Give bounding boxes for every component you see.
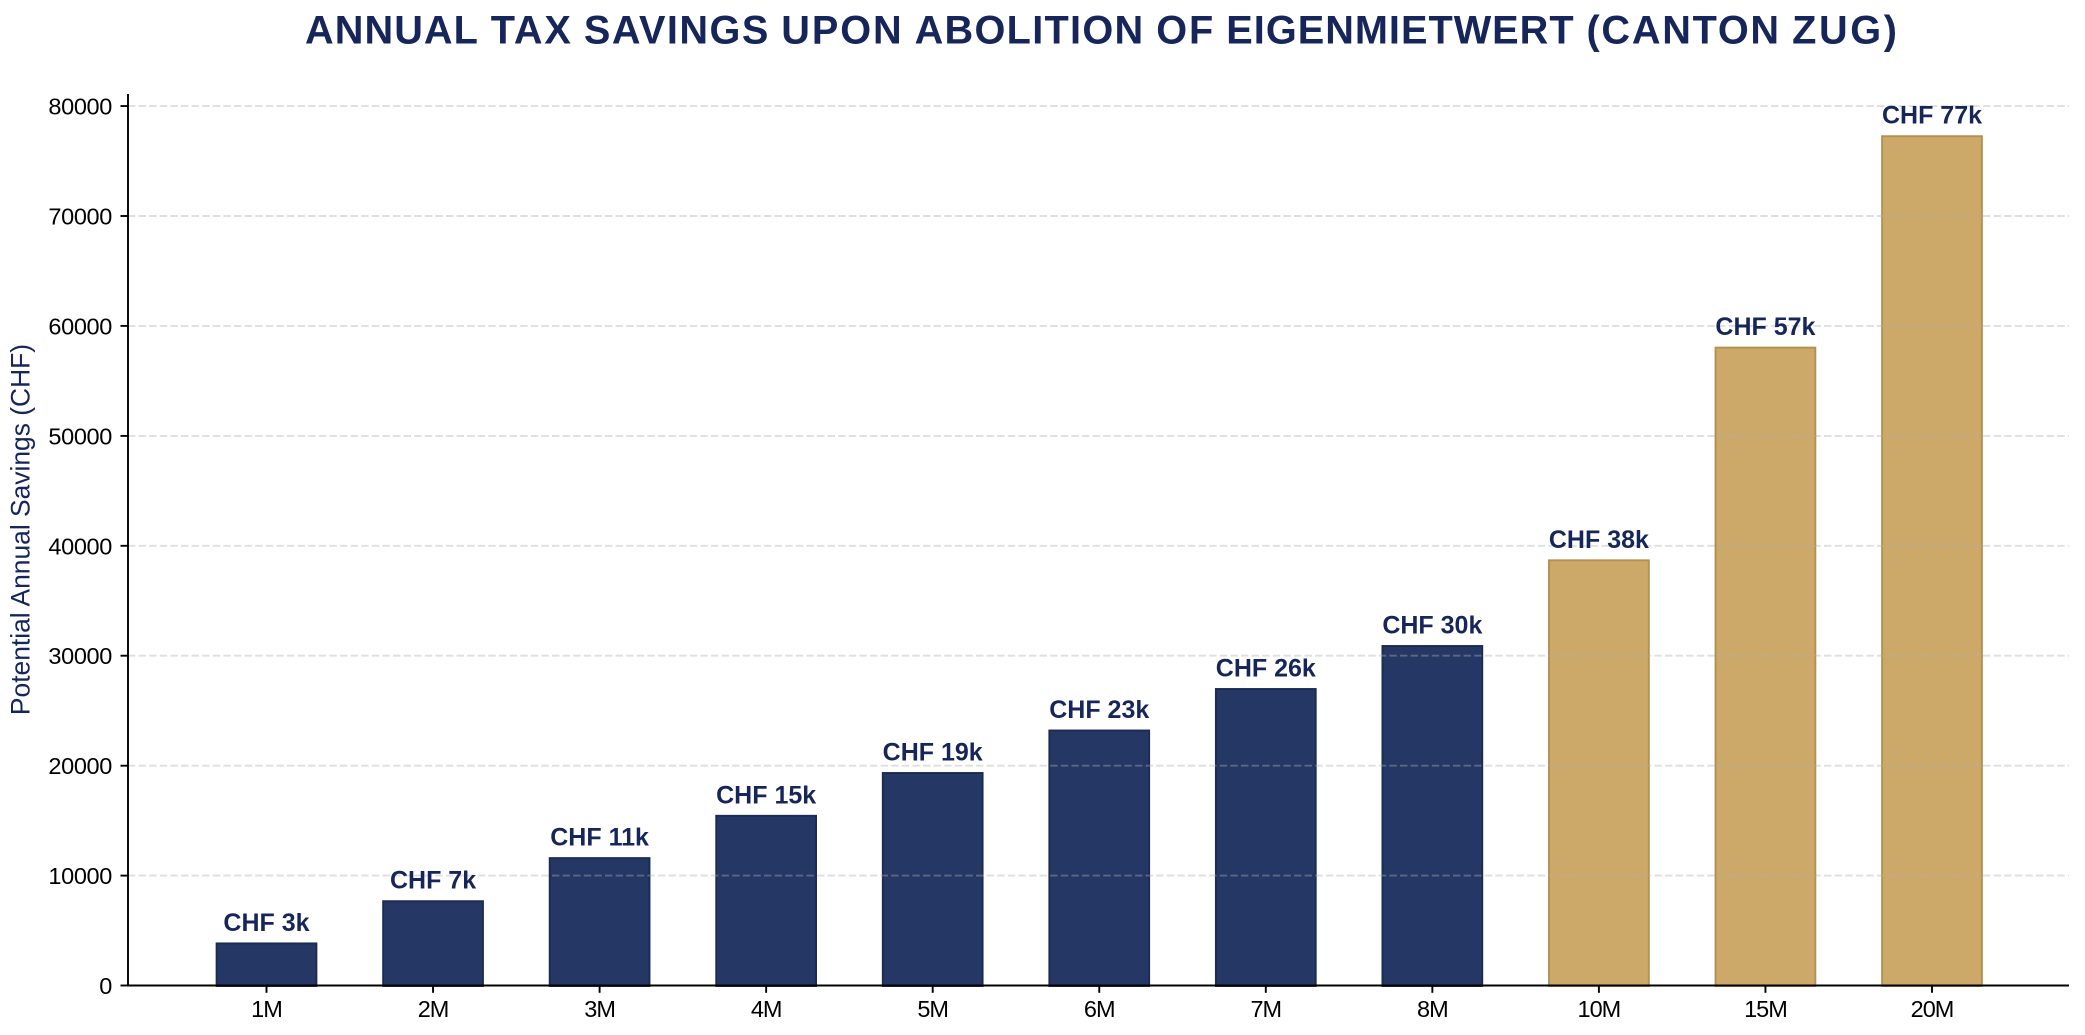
svg-text:4M: 4M — [751, 996, 782, 1022]
svg-text:50000: 50000 — [48, 423, 112, 449]
svg-text:5M: 5M — [917, 996, 948, 1022]
svg-text:CHF 23k: CHF 23k — [1049, 696, 1149, 724]
svg-text:UPON: UPON — [781, 9, 901, 53]
svg-text:(CANTON: (CANTON — [1587, 9, 1780, 53]
svg-text:20M: 20M — [1911, 996, 1954, 1022]
svg-text:40000: 40000 — [48, 533, 112, 559]
svg-text:10M: 10M — [1578, 996, 1621, 1022]
svg-text:1M: 1M — [251, 996, 282, 1022]
svg-text:6M: 6M — [1084, 996, 1115, 1022]
svg-text:EIGENMIETWERT: EIGENMIETWERT — [1226, 9, 1573, 53]
svg-text:SAVINGS: SAVINGS — [584, 9, 768, 53]
svg-text:CHF 77k: CHF 77k — [1882, 102, 1982, 130]
svg-text:ABOLITION: ABOLITION — [915, 9, 1144, 53]
svg-text:7M: 7M — [1250, 996, 1281, 1022]
svg-text:2M: 2M — [418, 996, 449, 1022]
svg-text:CHF 38k: CHF 38k — [1549, 526, 1649, 554]
svg-text:10000: 10000 — [48, 863, 112, 889]
svg-text:CHF 3k: CHF 3k — [223, 909, 309, 937]
svg-text:CHF 15k: CHF 15k — [716, 781, 816, 809]
svg-text:20000: 20000 — [48, 753, 112, 779]
svg-text:15M: 15M — [1744, 996, 1787, 1022]
svg-text:8M: 8M — [1417, 996, 1448, 1022]
svg-text:0: 0 — [99, 973, 112, 999]
svg-text:TAX: TAX — [491, 9, 572, 53]
svg-text:3M: 3M — [584, 996, 615, 1022]
svg-text:CHF 26k: CHF 26k — [1216, 655, 1316, 683]
svg-text:80000: 80000 — [48, 94, 112, 120]
svg-text:ZUG): ZUG) — [1792, 9, 1897, 53]
svg-text:CHF 11k: CHF 11k — [550, 824, 649, 852]
svg-text:CHF 7k: CHF 7k — [390, 867, 476, 895]
svg-text:70000: 70000 — [48, 204, 112, 230]
svg-text:CHF 19k: CHF 19k — [883, 739, 983, 767]
svg-text:ANNUAL: ANNUAL — [305, 9, 478, 53]
svg-text:CHF 57k: CHF 57k — [1715, 313, 1815, 341]
svg-text:OF: OF — [1156, 9, 1213, 53]
svg-text:Potential Annual Savings (CHF): Potential Annual Savings (CHF) — [6, 344, 36, 715]
svg-text:60000: 60000 — [48, 313, 112, 339]
svg-text:30000: 30000 — [48, 643, 112, 669]
svg-text:CHF 30k: CHF 30k — [1382, 612, 1482, 640]
